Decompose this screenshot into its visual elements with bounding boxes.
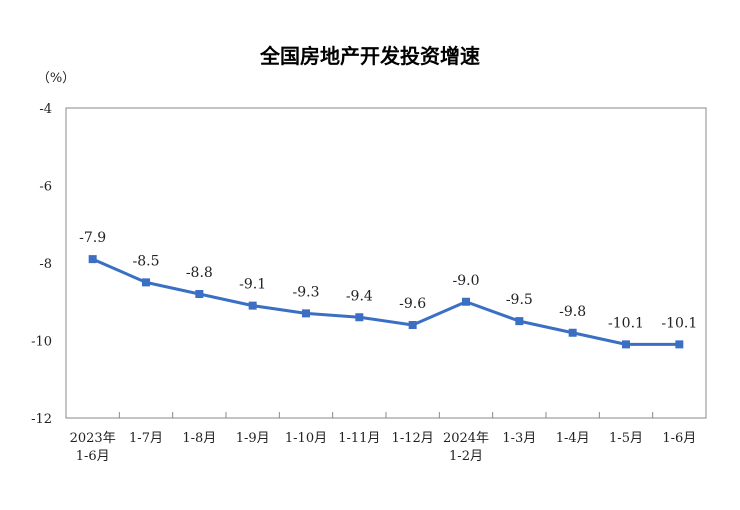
y-unit-label: （%） (37, 71, 75, 86)
x-tick-label: 2023年 (70, 431, 116, 446)
data-label: -8.8 (186, 265, 213, 281)
data-label: -8.5 (133, 253, 160, 269)
series-line (92, 257, 680, 346)
x-tick-label: 1-9月 (236, 431, 270, 446)
data-point (302, 309, 310, 318)
chart-axes (65, 107, 707, 419)
data-label: -7.9 (79, 230, 106, 246)
data-point (515, 317, 524, 326)
data-label: -9.0 (453, 273, 480, 289)
x-tick-label: 1-5月 (609, 431, 643, 446)
data-point (568, 328, 577, 337)
x-tick-label: 1-6月 (662, 431, 696, 446)
x-tick-label: 1-6月 (76, 449, 110, 464)
x-tick-label: 1-3月 (502, 431, 536, 446)
x-tick-label: 1-12月 (392, 431, 434, 446)
data-point (88, 255, 97, 264)
data-label: -9.1 (239, 277, 266, 293)
data-label: -10.1 (661, 315, 697, 331)
x-tick-label: 1-4月 (556, 431, 590, 446)
y-tick-label: -4 (39, 102, 52, 117)
data-point (462, 297, 470, 306)
x-tick-label: 1-2月 (449, 449, 483, 464)
x-tick-label: 1-7月 (129, 431, 163, 446)
x-tick-label: 1-11月 (338, 431, 380, 446)
x-tick-label: 2024年 (443, 431, 489, 446)
data-label: -9.5 (506, 292, 533, 308)
data-label: -9.6 (399, 296, 426, 312)
y-tick-label: -12 (31, 412, 52, 427)
data-point (408, 321, 417, 329)
data-point (675, 340, 684, 349)
data-label: -9.3 (293, 284, 320, 300)
x-tick-label: 1-10月 (285, 431, 327, 446)
chart-title: 全国房地产开发投资增速 (260, 44, 480, 68)
data-point (355, 313, 364, 322)
plot-frame (65, 107, 707, 419)
data-point (248, 301, 257, 310)
data-label: -10.1 (608, 315, 644, 331)
chart-series (88, 255, 684, 349)
y-tick-label: -6 (39, 180, 52, 195)
x-tick-label: 1-8月 (182, 431, 216, 446)
data-label: -9.4 (346, 288, 373, 304)
data-label: -9.8 (559, 304, 586, 320)
data-point (142, 278, 150, 287)
y-tick-label: -8 (39, 257, 52, 272)
chart-labels: （%） -4 -6 -8 -10 -12 2023年 1-6月 1-7月 1-8月 1-9月 1-10… (31, 71, 697, 464)
y-tick-label: -10 (31, 335, 52, 350)
data-point (622, 340, 630, 349)
data-point (195, 290, 204, 298)
